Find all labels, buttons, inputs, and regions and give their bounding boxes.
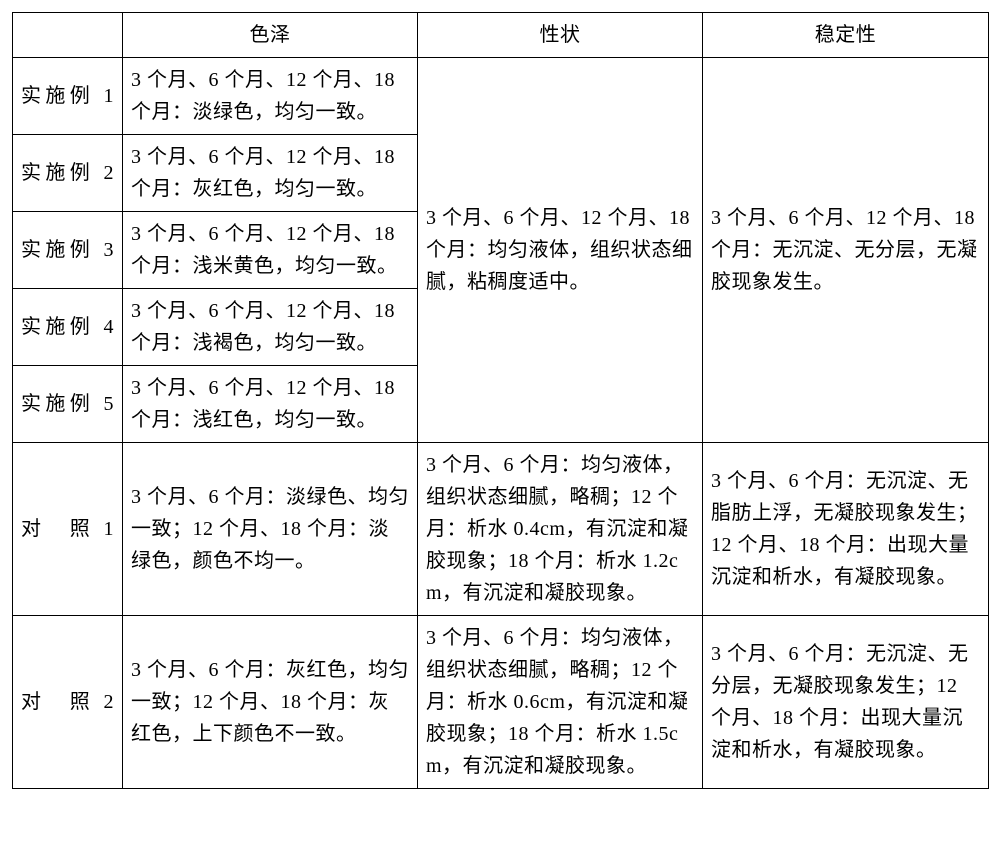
cell-property-merged: 3 个月、6 个月、12 个月、18 个月：均匀液体，组织状态细腻，粘稠度适中。 xyxy=(418,58,703,443)
cell-color: 3 个月、6 个月、12 个月、18 个月：浅米黄色，均匀一致。 xyxy=(123,212,418,289)
row-label: 实施例 1 xyxy=(13,58,123,135)
row-label: 实施例 2 xyxy=(13,135,123,212)
row-label: 实施例 3 xyxy=(13,212,123,289)
header-row: 色泽 性状 稳定性 xyxy=(13,13,989,58)
cell-color: 3 个月、6 个月、12 个月、18 个月：淡绿色，均匀一致。 xyxy=(123,58,418,135)
header-property: 性状 xyxy=(418,13,703,58)
header-stability: 稳定性 xyxy=(703,13,989,58)
cell-color: 3 个月、6 个月、12 个月、18 个月：浅红色，均匀一致。 xyxy=(123,366,418,443)
cell-property: 3 个月、6 个月：均匀液体，组织状态细腻，略稠；12 个月：析水 0.4cm，… xyxy=(418,443,703,616)
cell-color: 3 个月、6 个月：淡绿色、均匀一致；12 个月、18 个月：淡绿色，颜色不均一… xyxy=(123,443,418,616)
cell-color: 3 个月、6 个月：灰红色，均匀一致；12 个月、18 个月：灰红色，上下颜色不… xyxy=(123,616,418,789)
cell-stability-merged: 3 个月、6 个月、12 个月、18 个月：无沉淀、无分层，无凝胶现象发生。 xyxy=(703,58,989,443)
table-row: 对 照 2 3 个月、6 个月：灰红色，均匀一致；12 个月、18 个月：灰红色… xyxy=(13,616,989,789)
cell-stability: 3 个月、6 个月：无沉淀、无脂肪上浮，无凝胶现象发生；12 个月、18 个月：… xyxy=(703,443,989,616)
row-label: 实施例 4 xyxy=(13,289,123,366)
table-row: 实施例 1 3 个月、6 个月、12 个月、18 个月：淡绿色，均匀一致。 3 … xyxy=(13,58,989,135)
results-table: 色泽 性状 稳定性 实施例 1 3 个月、6 个月、12 个月、18 个月：淡绿… xyxy=(12,12,989,789)
header-blank xyxy=(13,13,123,58)
table-row: 对 照 1 3 个月、6 个月：淡绿色、均匀一致；12 个月、18 个月：淡绿色… xyxy=(13,443,989,616)
header-color: 色泽 xyxy=(123,13,418,58)
row-label: 对 照 2 xyxy=(13,616,123,789)
cell-property: 3 个月、6 个月：均匀液体，组织状态细腻，略稠；12 个月：析水 0.6cm，… xyxy=(418,616,703,789)
cell-color: 3 个月、6 个月、12 个月、18 个月：浅褐色，均匀一致。 xyxy=(123,289,418,366)
cell-stability: 3 个月、6 个月：无沉淀、无分层，无凝胶现象发生；12 个月、18 个月：出现… xyxy=(703,616,989,789)
row-label: 对 照 1 xyxy=(13,443,123,616)
cell-color: 3 个月、6 个月、12 个月、18 个月：灰红色，均匀一致。 xyxy=(123,135,418,212)
row-label: 实施例 5 xyxy=(13,366,123,443)
